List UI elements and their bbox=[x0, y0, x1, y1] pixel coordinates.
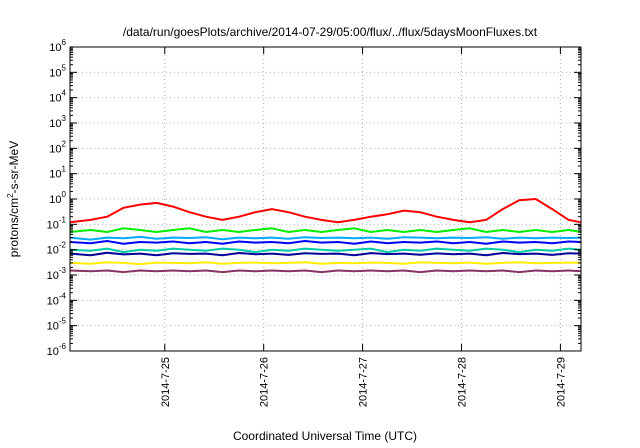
x-axis-label: Coordinated Universal Time (UTC) bbox=[233, 429, 417, 443]
series-line bbox=[69, 251, 582, 257]
x-tick-label: 2014-7-26 bbox=[259, 357, 271, 407]
chart-title: /data/run/goesPlots/archive/2014-07-29/0… bbox=[123, 25, 538, 39]
axis-ticks: 10-6 10-5 10-4 10-3 10-2 10-1 100 101 102 103 104 1… bbox=[47, 38, 581, 407]
y-tick-label: 10-4 bbox=[47, 291, 67, 307]
y-tick-label: 10-6 bbox=[47, 342, 67, 358]
y-tick-label: 100 bbox=[49, 190, 66, 206]
y-label-superscript: 2 bbox=[6, 193, 15, 198]
y-axis-label: protons/cm2-s-sr-MeV bbox=[6, 141, 21, 257]
grid bbox=[70, 47, 581, 351]
y-tick-label: 10-3 bbox=[47, 266, 67, 282]
y-tick-label: 103 bbox=[49, 114, 66, 130]
x-tick-label: 2014-7-25 bbox=[160, 357, 172, 407]
series-group bbox=[69, 198, 582, 274]
y-tick-label: 105 bbox=[49, 63, 66, 79]
series-line bbox=[69, 198, 582, 224]
x-tick-label: 2014-7-27 bbox=[358, 357, 370, 407]
y-tick-label: 106 bbox=[49, 38, 66, 54]
series-line bbox=[69, 269, 582, 274]
y-tick-label: 10-5 bbox=[47, 317, 67, 333]
y-label-rest: -s-sr-MeV bbox=[7, 141, 21, 194]
x-tick-label: 2014-7-29 bbox=[555, 357, 567, 407]
x-tick-label: 2014-7-28 bbox=[456, 357, 468, 407]
series-line bbox=[69, 240, 582, 245]
y-tick-label: 10-1 bbox=[47, 215, 67, 231]
y-label-base: protons/cm bbox=[7, 198, 21, 257]
y-tick-label: 101 bbox=[49, 165, 66, 181]
y-tick-label: 102 bbox=[49, 139, 66, 155]
series-line bbox=[69, 247, 582, 254]
series-line bbox=[69, 227, 582, 233]
series-line bbox=[69, 235, 582, 241]
y-tick-label: 10-2 bbox=[47, 241, 67, 257]
series-line bbox=[69, 261, 582, 266]
y-tick-label: 104 bbox=[49, 89, 66, 105]
